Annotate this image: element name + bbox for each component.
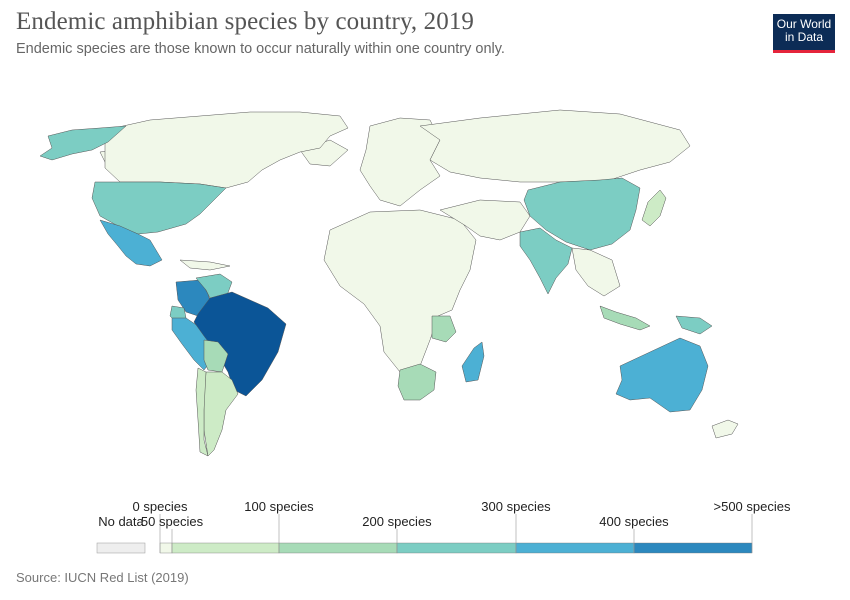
country-chile[interactable] — [195, 367, 209, 457]
country-alaska[interactable] — [39, 125, 127, 161]
country-indonesia[interactable] — [599, 305, 651, 331]
logo-line-1: Our World — [776, 17, 832, 31]
legend-swatch-2 — [278, 542, 398, 554]
country-australia[interactable] — [615, 337, 709, 413]
country-europe[interactable] — [359, 117, 441, 207]
land-3[interactable] — [571, 247, 621, 297]
legend-swatch-4 — [515, 542, 635, 554]
country-madagascar[interactable] — [461, 341, 485, 383]
legend-label-6: >500 species — [714, 499, 791, 514]
legend-label-0: 0 species — [133, 499, 188, 514]
legend-swatch-3 — [396, 542, 517, 554]
legend-label-2: 100 species — [244, 499, 314, 514]
land-1[interactable] — [323, 209, 477, 373]
legend-no-data-label: No data — [98, 514, 144, 529]
country-mexico[interactable] — [99, 219, 163, 267]
country-india[interactable] — [519, 227, 573, 295]
source-note: Source: IUCN Red List (2019) — [16, 570, 189, 585]
country-southern-africa[interactable] — [397, 363, 437, 401]
legend-label-4: 300 species — [481, 499, 551, 514]
country-russia[interactable] — [419, 109, 691, 183]
country-united-states[interactable] — [91, 181, 227, 235]
country-brazil[interactable] — [193, 291, 287, 397]
country-papua-new-guinea[interactable] — [675, 315, 713, 335]
chart-title: Endemic amphibian species by country, 20… — [16, 8, 475, 35]
chart-subtitle: Endemic species are those known to occur… — [16, 41, 505, 57]
country-argentina[interactable] — [203, 371, 239, 457]
legend-swatch-0 — [159, 542, 173, 554]
owid-logo[interactable]: Our World in Data — [773, 14, 835, 53]
land-6[interactable] — [179, 259, 231, 271]
country-china[interactable] — [523, 177, 641, 251]
legend-swatch-5 — [633, 542, 753, 554]
legend-label-5: 400 species — [599, 514, 669, 529]
legend-label-3: 200 species — [362, 514, 432, 529]
world-map[interactable] — [0, 90, 850, 470]
legend-label-1: 50 species — [141, 514, 204, 529]
legend-swatch-1 — [171, 542, 280, 554]
country-japan[interactable] — [641, 189, 667, 227]
legend-no-data-swatch — [96, 542, 146, 554]
logo-line-2: in Data — [784, 30, 824, 44]
country-tanzania[interactable] — [431, 315, 457, 343]
country-new-zealand[interactable] — [711, 419, 739, 439]
